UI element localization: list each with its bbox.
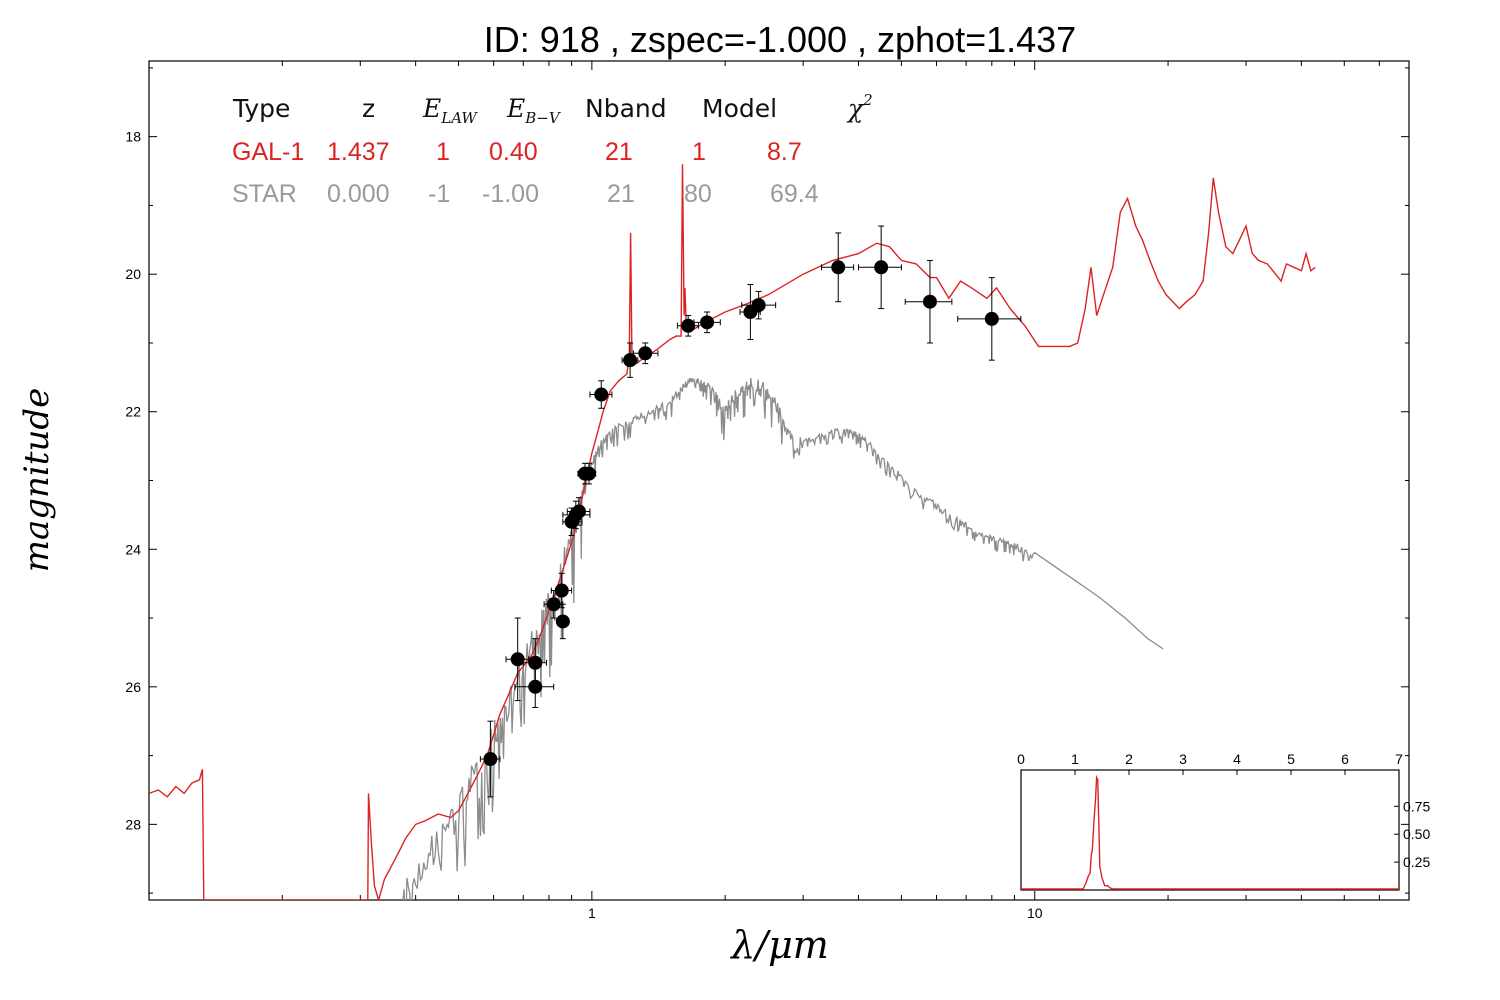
point-marker: [874, 260, 889, 275]
data-point: [550, 572, 573, 609]
inset-x-tick-label: 5: [1287, 751, 1295, 767]
point-marker: [571, 504, 586, 519]
point-marker: [700, 315, 715, 330]
chart-title: ID: 918 , zspec=-1.000 , zphot=1.437: [484, 19, 1076, 60]
table-row-star: STAR 0.000 -1 -1.00 21 80 69.4: [232, 180, 819, 208]
cell-ebv: -1.00: [482, 180, 539, 208]
inset-x-tick-label: 7: [1395, 751, 1403, 767]
cell-ebv: 0.40: [489, 138, 538, 166]
point-marker: [594, 387, 609, 402]
data-point: [543, 590, 564, 619]
data-point: [589, 380, 613, 409]
point-marker: [581, 466, 596, 481]
cell-type: STAR: [232, 180, 297, 208]
galaxy-model-line: [149, 164, 1316, 900]
data-point: [479, 720, 501, 798]
data-point: [676, 314, 699, 337]
point-marker: [984, 311, 999, 326]
inset-x-tick-label: 4: [1233, 751, 1241, 767]
data-point: [739, 284, 761, 341]
y-tick-label: 28: [125, 816, 141, 832]
header-ebv: EB−V: [506, 94, 562, 127]
point-marker: [831, 260, 846, 275]
inset-x-tick-label: 2: [1125, 751, 1133, 767]
inset-x-tick-label: 3: [1179, 751, 1187, 767]
header-elaw: ELAW: [422, 94, 478, 127]
point-marker: [528, 655, 543, 670]
cell-chi2: 69.4: [770, 180, 819, 208]
point-marker: [546, 597, 561, 612]
inset-x-tick-label: 1: [1071, 751, 1079, 767]
point-marker: [554, 583, 569, 598]
fit-table: Type z ELAW EB−V Nband Model χ2 GAL-1 1.…: [232, 91, 873, 208]
y-tick-label: 20: [125, 266, 141, 282]
cell-z: 0.000: [327, 180, 390, 208]
inset-y-tick-label: 0.75: [1403, 798, 1430, 814]
point-marker: [510, 652, 525, 667]
y-tick-label: 22: [125, 404, 141, 420]
inset-x-tick-label: 0: [1017, 751, 1025, 767]
x-axis: 1 10: [281, 61, 1410, 921]
cell-chi2: 8.7: [767, 138, 802, 166]
inset-pdf-line: [1021, 774, 1399, 890]
point-marker: [528, 679, 543, 694]
point-marker: [623, 353, 638, 368]
point-marker: [751, 298, 766, 313]
data-point: [581, 462, 597, 485]
cell-nband: 21: [607, 180, 635, 208]
cell-z: 1.437: [327, 138, 390, 166]
inset-y-tick-label: 0.50: [1403, 826, 1430, 842]
photometry-points: [479, 225, 1022, 798]
inset-x-tick-label: 6: [1341, 751, 1349, 767]
point-marker: [638, 346, 653, 361]
data-point: [820, 232, 855, 303]
x-axis-label: λ/μm: [729, 923, 829, 967]
data-point: [632, 342, 659, 365]
point-marker: [483, 752, 498, 767]
data-point: [566, 497, 591, 526]
x-tick-label: 10: [1027, 905, 1043, 921]
cell-type: GAL-1: [232, 138, 304, 166]
y-tick-label: 24: [125, 541, 141, 557]
y-tick-label: 26: [125, 679, 141, 695]
data-point: [957, 277, 1022, 361]
data-point: [857, 225, 902, 310]
x-tick-label: 1: [588, 905, 596, 921]
header-chi2: χ2: [846, 91, 873, 123]
data-point: [693, 311, 721, 334]
y-tick-label: 18: [125, 129, 141, 145]
inset-axes: 0 1 2 3 4 5 6 7 0.25 0.50 0.75: [1017, 751, 1430, 870]
inset-frame: [1020, 769, 1400, 891]
header-type: Type: [232, 94, 290, 123]
data-point: [555, 603, 570, 640]
header-nband: Nband: [585, 94, 667, 123]
inset-y-tick-label: 0.25: [1403, 854, 1430, 870]
cell-model: 80: [684, 180, 712, 208]
data-point: [621, 342, 639, 378]
point-marker: [681, 318, 696, 333]
data-point: [904, 259, 953, 344]
header-z: z: [362, 94, 375, 123]
cell-elaw: -1: [428, 180, 450, 208]
cell-elaw: 1: [436, 138, 450, 166]
cell-model: 1: [692, 138, 706, 166]
y-axis-label: magnitude: [17, 388, 57, 573]
point-marker: [555, 614, 570, 629]
data-point: [741, 290, 777, 320]
data-point: [514, 665, 555, 708]
star-model-line: [402, 377, 1164, 900]
header-model: Model: [702, 94, 777, 123]
table-row-galaxy: GAL-1 1.437 1 0.40 21 1 8.7: [232, 138, 802, 166]
point-marker: [922, 294, 937, 309]
pdf-inset: 0 1 2 3 4 5 6 7 0.25 0.50 0.75: [1017, 751, 1430, 891]
cell-nband: 21: [605, 138, 633, 166]
